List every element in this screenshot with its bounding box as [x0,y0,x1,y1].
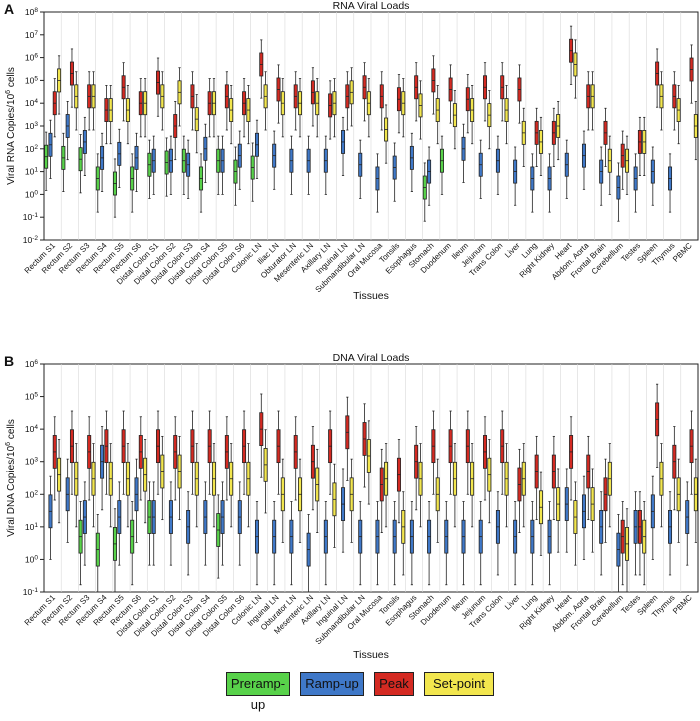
x-tick-label-pbmc: PBMC [671,241,694,264]
panel-letter: A [4,1,14,17]
y-tick-label: 105 [25,392,38,402]
y-tick-label: 102 [25,144,38,154]
legend-set-point: Set-point [424,672,494,696]
x-axis-label: Tissues [353,290,389,302]
y-tick-label: 107 [25,30,38,40]
legend-ramp-up: Ramp-up [300,672,364,696]
y-tick-label: 101 [25,167,38,177]
y-tick-label: 10-1 [23,212,39,222]
chart-title: RNA Viral Loads [333,0,410,12]
y-tick-label: 102 [25,489,38,499]
y-tick-label: 106 [25,359,38,369]
y-tick-label: 100 [25,189,38,199]
y-tick-label: 103 [25,457,38,467]
y-tick-label: 106 [25,53,38,63]
x-tick-label-liver: Liver [503,241,522,260]
y-tick-label: 10-2 [23,235,39,245]
y-tick-label: 10-1 [23,587,39,597]
panel-rna: A RNA Viral Loads 10-2 10-1 100 101 102 103 104 1… [4,0,699,302]
legend-preramp-up: Preramp-up [226,672,290,712]
panel-letter: B [4,353,14,369]
y-tick-label: 100 [25,554,38,564]
y-tick-label: 104 [25,98,38,108]
x-tick-label-liver: Liver [503,593,522,612]
x-axis-label: Tissues [353,649,389,661]
panel-dna: B DNA Viral Loads 10-1 100 101 102 103 104 105 10… [4,352,699,661]
y-tick-label: 108 [25,7,38,17]
x-tick-label-pbmc: PBMC [671,593,694,616]
chart-title: DNA Viral Loads [333,352,410,364]
figure-canvas: A RNA Viral Loads 10-2 10-1 100 101 102 103 104 1… [4,0,699,661]
y-tick-label: 101 [25,522,38,532]
y-axis-label: Viral RNA Copies/106 cells [5,67,17,185]
y-axis-label: Viral DNA Copies/106 cells [5,419,17,537]
y-tick-label: 103 [25,121,38,131]
legend: Preramp-up Ramp-up Peak Set-point [0,670,700,712]
y-tick-label: 105 [25,75,38,85]
legend-peak: Peak [374,672,414,696]
y-tick-label: 104 [25,424,38,434]
